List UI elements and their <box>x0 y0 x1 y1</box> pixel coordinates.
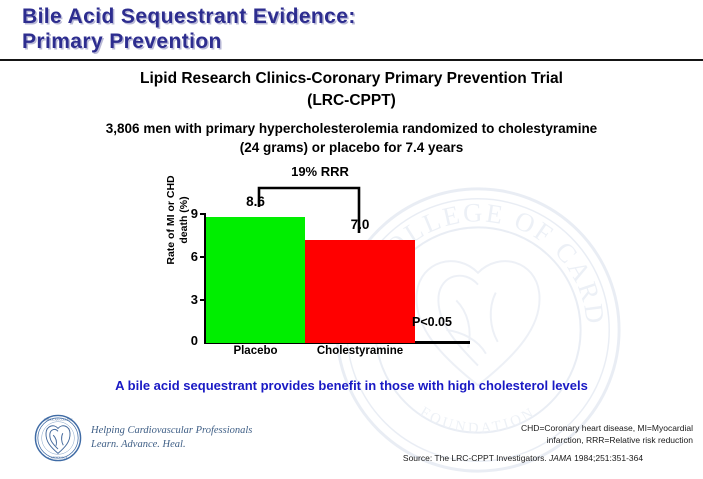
acc-tagline-line-2: Learn. Advance. Heal. <box>91 439 186 450</box>
y-tick-label-6: 6 <box>190 249 198 264</box>
acc-logo-icon: AMERICAN COLLEGE CARDIOLOGY <box>34 414 82 462</box>
bar-cholestyramine <box>305 240 415 343</box>
slide-title: Bile Acid Sequestrant Evidence: Primary … <box>22 4 356 54</box>
source-journal-name: JAMA <box>549 453 572 463</box>
study-description-line-2: (24 grams) or placebo for 7.4 years <box>239 140 464 155</box>
y-axis-line <box>204 213 206 343</box>
study-title-line-1: Lipid Research Clinics-Coronary Primary … <box>140 70 563 87</box>
slide-title-line-1: Bile Acid Sequestrant Evidence: <box>22 5 356 28</box>
category-label-placebo: Placebo <box>233 345 278 357</box>
y-tick-mark-6 <box>200 256 205 258</box>
acc-logo-block: AMERICAN COLLEGE CARDIOLOGY Helping Card… <box>34 414 252 462</box>
conclusion-text: A bile acid sequestrant provides benefit… <box>115 378 588 393</box>
p-value-annotation: P<0.05 <box>412 315 452 329</box>
y-tick-label-0: 0 <box>190 333 198 348</box>
source-citation: Source: The LRC-CPPT Investigators. JAMA… <box>353 453 693 463</box>
y-axis-label-line-1: Rate of MI or CHD <box>165 175 177 265</box>
slide-title-line-2: Primary Prevention <box>22 30 222 53</box>
study-title: Lipid Research Clinics-Coronary Primary … <box>0 68 703 112</box>
y-tick-mark-3 <box>200 299 205 301</box>
bar-chart: Rate of MI or CHD death (%) 9 6 3 0 8.6 … <box>140 164 540 365</box>
y-tick-label-9: 9 <box>190 206 198 221</box>
abbreviations-note: CHD=Coronary heart disease, MI=Myocardia… <box>403 422 693 446</box>
source-prefix: Source: The LRC-CPPT Investigators. <box>402 453 550 463</box>
bar-placebo <box>206 217 305 343</box>
acc-logo-tagline: Helping Cardiovascular Professionals Lea… <box>91 424 252 452</box>
acc-tagline-line-1: Helping Cardiovascular Professionals <box>91 425 253 436</box>
svg-text:CARDIOLOGY: CARDIOLOGY <box>48 456 67 460</box>
y-tick-label-3: 3 <box>190 292 198 307</box>
y-tick-mark-9 <box>200 213 205 215</box>
abbreviations-line-1: CHD=Coronary heart disease, MI=Myocardia… <box>521 423 693 433</box>
study-description-line-1: 3,806 men with primary hypercholesterole… <box>105 121 598 136</box>
study-title-line-2: (LRC-CPPT) <box>307 92 396 109</box>
abbreviations-line-2: infarction, RRR=Relative risk reduction <box>546 435 693 445</box>
rrr-bracket <box>257 186 361 233</box>
source-citation-detail: 1984;251:351-364 <box>571 453 644 463</box>
title-divider <box>0 59 703 61</box>
study-description: 3,806 men with primary hypercholesterole… <box>0 119 703 157</box>
svg-text:AMERICAN COLLEGE: AMERICAN COLLEGE <box>43 418 72 422</box>
category-label-cholestyramine: Cholestyramine <box>316 345 404 357</box>
rrr-annotation-label: 19% RRR <box>291 164 349 179</box>
